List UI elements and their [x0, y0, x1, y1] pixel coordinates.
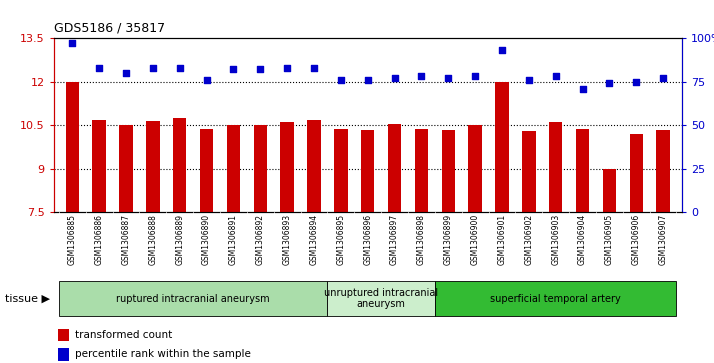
Point: [416, 74, 427, 79]
Bar: [435, 281, 676, 316]
Point: [121, 70, 132, 76]
Text: GSM1306895: GSM1306895: [336, 214, 346, 265]
Bar: [119, 125, 133, 212]
Bar: [253, 125, 267, 212]
Text: GSM1306889: GSM1306889: [175, 214, 184, 265]
Point: [255, 66, 266, 72]
Point: [94, 65, 105, 71]
Point: [658, 75, 669, 81]
Bar: [328, 281, 435, 316]
Bar: [388, 124, 401, 212]
Point: [362, 77, 373, 83]
Bar: [496, 82, 508, 212]
Bar: [549, 122, 563, 212]
Text: GSM1306897: GSM1306897: [390, 214, 399, 265]
Text: GSM1306891: GSM1306891: [229, 214, 238, 265]
Bar: [58, 329, 69, 341]
Point: [496, 48, 508, 53]
Bar: [603, 170, 616, 212]
Point: [174, 65, 186, 71]
Text: GSM1306904: GSM1306904: [578, 214, 587, 265]
Point: [201, 77, 212, 83]
Text: GSM1306885: GSM1306885: [68, 214, 77, 265]
Text: GSM1306896: GSM1306896: [363, 214, 372, 265]
Bar: [59, 281, 328, 316]
Bar: [656, 130, 670, 212]
Text: superficial temporal artery: superficial temporal artery: [491, 294, 621, 303]
Text: GSM1306887: GSM1306887: [121, 214, 131, 265]
Text: percentile rank within the sample: percentile rank within the sample: [75, 350, 251, 359]
Text: GSM1306902: GSM1306902: [524, 214, 533, 265]
Point: [228, 66, 239, 72]
Bar: [575, 129, 589, 212]
Text: transformed count: transformed count: [75, 330, 172, 340]
Bar: [200, 129, 213, 212]
Bar: [441, 130, 455, 212]
Bar: [630, 134, 643, 212]
Bar: [227, 125, 240, 212]
Text: GSM1306898: GSM1306898: [417, 214, 426, 265]
Text: GSM1306899: GSM1306899: [444, 214, 453, 265]
Text: GSM1306894: GSM1306894: [309, 214, 318, 265]
Text: ruptured intracranial aneurysm: ruptured intracranial aneurysm: [116, 294, 270, 303]
Point: [603, 81, 615, 86]
Bar: [173, 118, 186, 212]
Bar: [281, 122, 294, 212]
Point: [550, 74, 561, 79]
Text: GDS5186 / 35817: GDS5186 / 35817: [54, 21, 165, 34]
Text: GSM1306906: GSM1306906: [632, 214, 640, 265]
Bar: [468, 125, 482, 212]
Text: unruptured intracranial
aneurysm: unruptured intracranial aneurysm: [324, 288, 438, 309]
Text: GSM1306888: GSM1306888: [149, 214, 157, 265]
Bar: [93, 120, 106, 212]
Text: GSM1306886: GSM1306886: [95, 214, 104, 265]
Point: [281, 65, 293, 71]
Text: GSM1306903: GSM1306903: [551, 214, 560, 265]
Point: [469, 74, 481, 79]
Bar: [58, 348, 69, 360]
Point: [66, 40, 78, 46]
Point: [443, 75, 454, 81]
Bar: [307, 120, 321, 212]
Point: [308, 65, 320, 71]
Text: GSM1306900: GSM1306900: [471, 214, 480, 265]
Point: [335, 77, 346, 83]
Text: GSM1306905: GSM1306905: [605, 214, 614, 265]
Text: tissue ▶: tissue ▶: [5, 294, 50, 303]
Text: GSM1306893: GSM1306893: [283, 214, 291, 265]
Text: GSM1306890: GSM1306890: [202, 214, 211, 265]
Text: GSM1306907: GSM1306907: [658, 214, 668, 265]
Bar: [522, 131, 536, 212]
Bar: [66, 82, 79, 212]
Bar: [334, 129, 348, 212]
Text: GSM1306901: GSM1306901: [498, 214, 506, 265]
Point: [630, 79, 642, 85]
Point: [147, 65, 159, 71]
Bar: [415, 129, 428, 212]
Point: [523, 77, 535, 83]
Point: [389, 75, 401, 81]
Bar: [146, 121, 160, 212]
Text: GSM1306892: GSM1306892: [256, 214, 265, 265]
Bar: [361, 130, 374, 212]
Point: [577, 86, 588, 91]
